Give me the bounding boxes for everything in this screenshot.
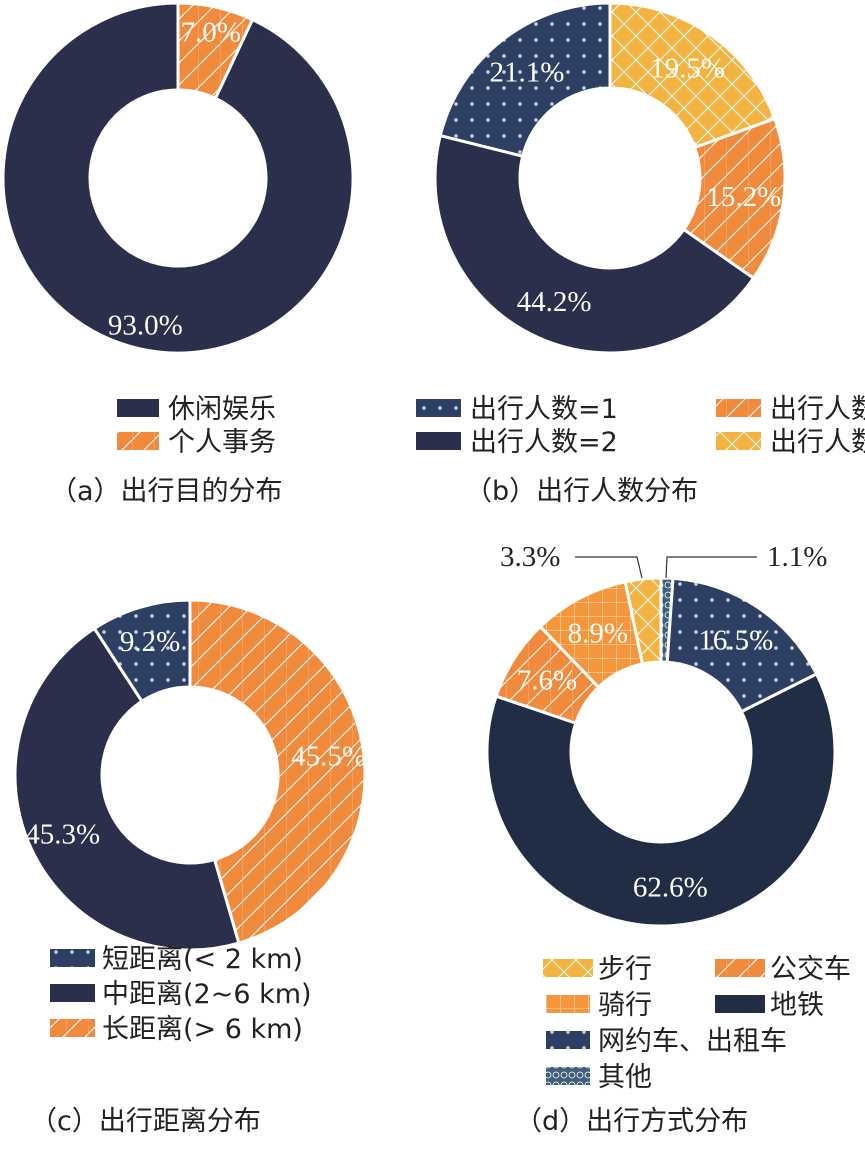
legend-label-metro: 地铁 [770, 990, 824, 1021]
donut-a-label-1: 93.0% [108, 309, 183, 341]
legend-label-personal: 个人事务 [168, 427, 276, 458]
donut-d-slice-1 [665, 576, 819, 714]
donut-b-label-0: 19.5% [650, 53, 725, 85]
legend-swatch-4 [716, 432, 761, 450]
donut-b-label-2: 44.2% [517, 286, 592, 318]
legend-label-bus: 公交车 [770, 954, 851, 985]
legend-swatch-metro [715, 995, 765, 1013]
legend-swatch-personal [117, 432, 159, 450]
legend-swatch-taxi [546, 1031, 590, 1049]
caption-c: （c）出行距离分布 [30, 1106, 261, 1137]
legend-swatch-leisure [117, 399, 159, 417]
legend-label-bike: 骑行 [598, 990, 652, 1021]
donut-c-label-1: 45.3% [25, 818, 100, 850]
donut-d-label-1: 16.5% [698, 625, 773, 657]
donut-c-slice-0 [188, 598, 367, 945]
caption-a: （a）出行目的分布 [50, 476, 283, 507]
legend-label-walk: 步行 [598, 954, 652, 985]
donut-a-label-0: 7.0% [181, 17, 241, 49]
donut-b-label-1: 15.2% [706, 181, 781, 213]
donut-d-label-3: 7.6% [517, 665, 577, 697]
legend-label-other: 其他 [598, 1062, 652, 1093]
legend-label-3: 出行人数=3 [770, 394, 865, 425]
donut-b-slice-2 [433, 133, 756, 355]
label-d-walk: 3.3% [500, 541, 560, 573]
legend-swatch-mid [50, 984, 95, 1002]
legend-swatch-1 [416, 399, 461, 417]
legend-swatch-short [50, 949, 95, 967]
legend-label-long: 长距离(> 6 km) [102, 1014, 303, 1045]
legend-swatch-long [50, 1019, 95, 1037]
legend-label-taxi: 网约车、出租车 [598, 1026, 787, 1057]
legend-label-2: 出行人数=2 [470, 427, 618, 458]
legend-swatch-other [546, 1067, 590, 1085]
legend-label-4: 出行人数≥4 [770, 427, 865, 458]
donut-b-slice-3 [438, 1, 612, 158]
donut-a-slice-1 [1, 1, 355, 355]
donut-d-slice-5 [623, 576, 663, 666]
legend-label-1: 出行人数=1 [470, 394, 618, 425]
donut-d-slice-2 [485, 671, 837, 928]
legend-swatch-walk [543, 959, 593, 977]
caption-b: （b）出行人数分布 [465, 476, 698, 507]
caption-d: （d）出行方式分布 [515, 1106, 748, 1137]
donut-c-label-0: 45.5% [291, 740, 366, 772]
donut-b-label-3: 21.1% [489, 57, 564, 89]
leader-line-other [665, 556, 757, 579]
donut-b-slice-0 [608, 1, 777, 150]
label-d-other: 1.1% [767, 541, 827, 573]
legend-swatch-3 [716, 399, 761, 417]
donut-c-label-2: 9.2% [120, 626, 180, 658]
leader-line-walk [575, 556, 643, 579]
donut-d-label-2: 62.6% [633, 872, 708, 904]
legend-label-short: 短距离(< 2 km) [102, 944, 303, 975]
donut-c-slice-2 [92, 598, 192, 704]
donut-d-label-4: 8.9% [568, 618, 628, 650]
legend-swatch-bus [715, 959, 765, 977]
legend-swatch-bike [546, 995, 590, 1013]
legend-swatch-2 [416, 432, 461, 450]
legend-label-leisure: 休闲娱乐 [168, 394, 276, 425]
legend-label-mid: 中距离(2~6 km) [102, 979, 312, 1010]
donut-c-slice-1 [13, 626, 241, 952]
donut-b-slice-1 [681, 116, 787, 281]
